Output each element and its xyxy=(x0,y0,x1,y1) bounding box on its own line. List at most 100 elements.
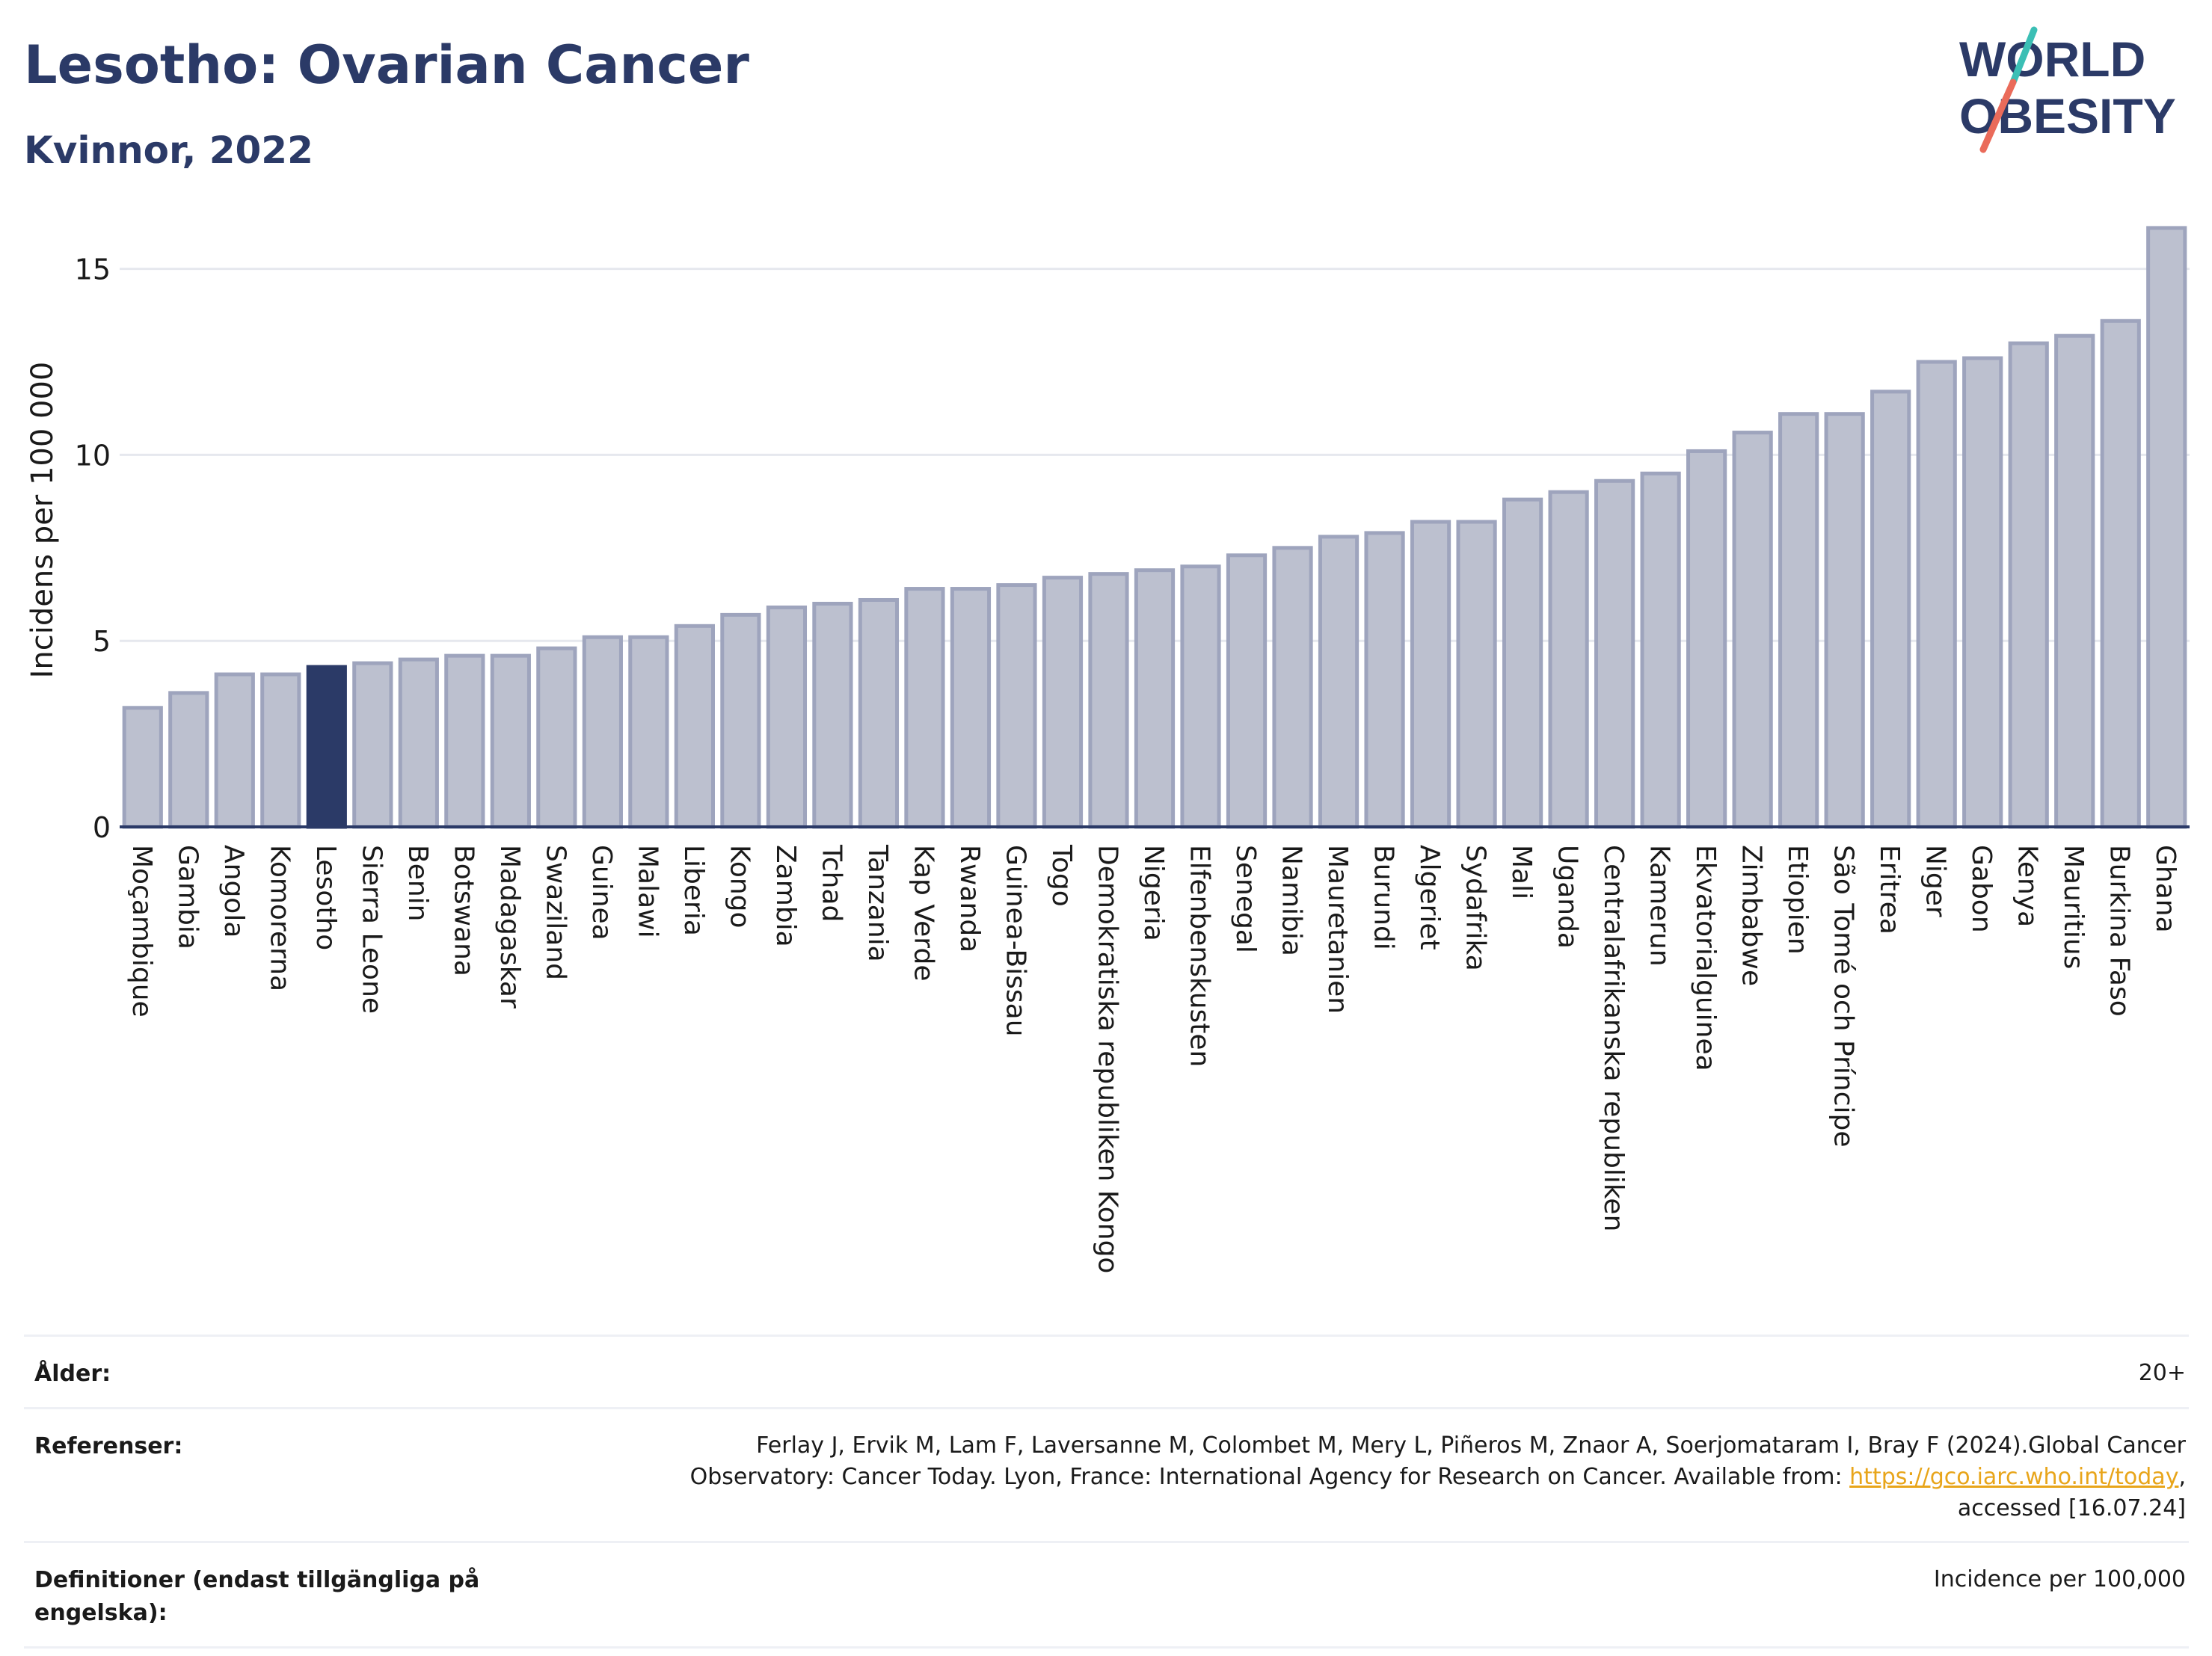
x-tick-label: Togo xyxy=(1046,844,1077,907)
page-title: Lesotho: Ovarian Cancer xyxy=(24,34,749,96)
bar xyxy=(858,597,900,829)
bar xyxy=(2146,226,2187,829)
footer-row-age: Ålder: 20+ xyxy=(24,1335,2189,1407)
x-tick-label: Nigeria xyxy=(1138,845,1169,941)
bar xyxy=(1962,356,2003,829)
bar xyxy=(628,635,669,829)
bar xyxy=(1088,572,1129,829)
bar xyxy=(1502,497,1543,829)
bar xyxy=(1548,490,1589,829)
y-tick-label: 0 xyxy=(93,811,111,844)
x-tick-label: Liberia xyxy=(678,845,709,936)
x-tick-label: Niger xyxy=(1920,845,1951,917)
references-label: Referenser: xyxy=(34,1433,183,1459)
definitions-value: Incidence per 100,000 xyxy=(1933,1566,2186,1592)
references-accessed: , accessed [16.07.24] xyxy=(1957,1464,2186,1521)
x-tick-label: Moçambique xyxy=(126,845,157,1018)
bar xyxy=(1134,568,1176,829)
bar xyxy=(904,587,945,829)
references-value: Ferlay J, Ervik M, Lam F, Laversanne M, … xyxy=(615,1430,2189,1524)
footer-row-references: Referenser: Ferlay J, Ervik M, Lam F, La… xyxy=(24,1407,2189,1541)
x-tick-label: Komorerna xyxy=(264,845,295,991)
bar xyxy=(260,672,301,829)
x-tick-label: Elfenbenskusten xyxy=(1185,845,1215,1067)
bar xyxy=(122,706,163,829)
x-tick-label: Kongo xyxy=(724,845,755,929)
x-tick-label: Guinea-Bissau xyxy=(1000,845,1030,1037)
bar xyxy=(398,657,439,829)
bar xyxy=(1870,390,1911,829)
footer-table: Ålder: 20+ Referenser: Ferlay J, Ervik M… xyxy=(24,1335,2189,1649)
bar xyxy=(2054,333,2095,829)
bar xyxy=(1364,531,1405,829)
bar xyxy=(720,612,761,829)
x-tick-label: Zambia xyxy=(770,845,801,947)
x-tick-label: Malawi xyxy=(632,845,663,938)
bar-chart: 0 5 10 15 Incidens per 100 000 Moçambique Gamb… xyxy=(25,226,2190,1273)
x-tick-label: Angola xyxy=(218,845,249,938)
references-link[interactable]: https://gco.iarc.who.int/today xyxy=(1849,1464,2179,1490)
bar xyxy=(306,665,347,829)
x-tick-label: Gambia xyxy=(172,845,203,949)
x-tick-label: Burkina Faso xyxy=(2104,845,2135,1017)
x-tick-label: Tanzania xyxy=(862,844,893,962)
x-tick-label: Burundi xyxy=(1368,845,1399,950)
bar xyxy=(1594,478,1635,829)
x-tick-label: Mauritius xyxy=(2058,845,2089,969)
x-tick-label: Rwanda xyxy=(954,845,985,952)
y-tick-label: 5 xyxy=(93,625,111,658)
bar xyxy=(214,672,255,829)
bar xyxy=(1272,546,1313,829)
x-tick-label: Centralafrikanska republiken xyxy=(1598,845,1629,1231)
age-label: Ålder: xyxy=(34,1361,111,1387)
logo-slash-coral xyxy=(1979,79,2017,153)
x-tick-label: Kenya xyxy=(2012,845,2043,927)
x-tick-label: Gabon xyxy=(1966,845,1997,933)
y-tick-label: 10 xyxy=(75,439,111,472)
x-tick-label: Zimbabwe xyxy=(1736,845,1767,986)
x-tick-label: Demokratiska republiken Kongo xyxy=(1092,845,1122,1273)
bar xyxy=(1916,360,1957,829)
x-tick-label: Kamerun xyxy=(1644,845,1675,967)
y-axis-title: Incidens per 100 000 xyxy=(25,362,60,679)
x-tick-label: Madagaskar xyxy=(494,845,525,1009)
bar xyxy=(1732,431,1773,829)
x-tick-label: Eritrea xyxy=(1874,845,1905,935)
bar xyxy=(766,605,808,829)
x-tick-label: Guinea xyxy=(586,845,617,941)
bar xyxy=(812,601,853,829)
x-tick-label: Benin xyxy=(402,845,433,921)
age-value: 20+ xyxy=(2138,1360,2186,1386)
x-tick-label: Algeriet xyxy=(1414,845,1445,950)
bar xyxy=(1686,449,1727,829)
bar xyxy=(444,653,485,829)
bar xyxy=(1778,412,1819,829)
bar xyxy=(2100,318,2141,829)
world-obesity-logo: WORLD OBESITY xyxy=(1959,26,2176,153)
x-tick-label: Mauretanien xyxy=(1322,845,1353,1014)
x-tick-label: Ekvatorialguinea xyxy=(1690,845,1721,1071)
bar xyxy=(1640,471,1681,829)
x-tick-label: Uganda xyxy=(1552,845,1583,949)
x-tick-label: Sierra Leone xyxy=(356,845,387,1014)
references-text: Ferlay J, Ervik M, Lam F, Laversanne M, … xyxy=(689,1432,2186,1490)
bar xyxy=(582,635,623,829)
x-tick-label: Sydafrika xyxy=(1460,845,1491,971)
page-subtitle: Kvinnor, 2022 xyxy=(24,129,313,172)
bar xyxy=(1410,520,1451,829)
bar xyxy=(1180,564,1221,829)
bar xyxy=(352,661,393,829)
x-tick-label: Mali xyxy=(1506,845,1537,899)
bar xyxy=(1318,535,1360,829)
bar xyxy=(674,624,715,829)
bar xyxy=(536,646,577,829)
y-tick-label: 15 xyxy=(75,253,111,286)
footer-row-definitions: Definitioner (endast tillgängliga på eng… xyxy=(24,1541,2189,1649)
x-tick-label: Swaziland xyxy=(540,845,571,980)
bar xyxy=(168,691,209,829)
x-tick-label: Senegal xyxy=(1230,845,1261,953)
x-tick-label: Lesotho xyxy=(310,845,341,950)
bar xyxy=(1226,553,1268,829)
bar xyxy=(950,587,992,829)
x-tick-label: Namibia xyxy=(1276,845,1307,956)
